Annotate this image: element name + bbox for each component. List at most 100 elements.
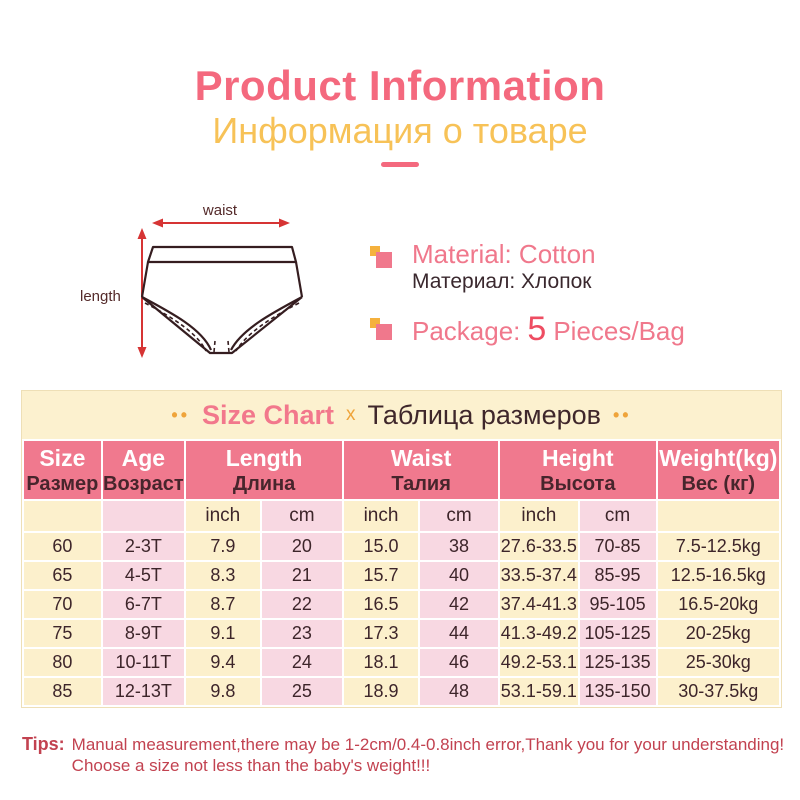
- size-cell: 8-9T: [100, 618, 186, 649]
- size-chart-title-ru: Таблица размеров: [367, 399, 601, 430]
- size-cell: 22: [259, 589, 345, 620]
- dots-icon: ••: [171, 404, 190, 425]
- column-header-size: Size Размер: [22, 439, 103, 501]
- column-header-height: Height Высота: [498, 439, 658, 501]
- size-cell: 2-3T: [100, 531, 186, 562]
- page-subtitle: Информация о товаре: [212, 110, 588, 151]
- size-cell: 85-95: [577, 560, 658, 591]
- panties-outline: [140, 245, 304, 355]
- size-cell: 15.7: [342, 560, 420, 591]
- size-cell: 20: [259, 531, 345, 562]
- unit-cell: inch: [183, 499, 262, 533]
- unit-cell: [100, 499, 186, 533]
- unit-cell: inch: [498, 499, 580, 533]
- unit-cell: cm: [417, 499, 501, 533]
- size-cell: 30-37.5kg: [655, 676, 782, 707]
- material-row: Material: Cotton Материал: Хлопок: [370, 240, 596, 294]
- size-cell: 80: [22, 647, 103, 678]
- size-cell: 135-150: [577, 676, 658, 707]
- size-cell: 60: [22, 531, 103, 562]
- unit-cell: [655, 499, 782, 533]
- size-chart-title-sep: x: [346, 404, 356, 425]
- size-cell: 24: [259, 647, 345, 678]
- tips-line-2: Choose a size not less than the baby's w…: [71, 756, 431, 775]
- size-cell: 23: [259, 618, 345, 649]
- size-cell: 8.7: [183, 589, 262, 620]
- package-unit: Pieces/Bag: [553, 316, 685, 346]
- material-text-ru: Материал: Хлопок: [412, 270, 592, 293]
- size-cell: 53.1-59.1: [498, 676, 580, 707]
- size-cell: 27.6-33.5: [498, 531, 580, 562]
- package-label: Package:: [412, 316, 521, 346]
- title-underline: [381, 162, 419, 167]
- size-cell: 10-11T: [100, 647, 186, 678]
- size-cell: 95-105: [577, 589, 658, 620]
- size-chart-title-en: Size Chart: [202, 399, 335, 430]
- column-header-age: Age Возраст: [100, 439, 186, 501]
- size-cell: 42: [417, 589, 501, 620]
- size-cell: 20-25kg: [655, 618, 782, 649]
- size-cell: 7.9: [183, 531, 262, 562]
- tips-label: Tips:: [22, 734, 65, 754]
- size-cell: 17.3: [342, 618, 420, 649]
- size-cell: 4-5T: [100, 560, 186, 591]
- material-text-en: Material: Cotton: [412, 239, 596, 269]
- size-chart-title: •• Size Chart x Таблица размеров ••: [22, 391, 781, 439]
- size-cell: 44: [417, 618, 501, 649]
- size-cell: 75: [22, 618, 103, 649]
- size-row: 75 8-9T 9.1 23 17.3 44 41.3-49.2 105-125 20-25kg: [22, 618, 782, 649]
- size-cell: 41.3-49.2: [498, 618, 580, 649]
- size-cell: 9.8: [183, 676, 262, 707]
- unit-cell: cm: [259, 499, 345, 533]
- page-title: Product Information: [194, 62, 606, 109]
- unit-cell: cm: [577, 499, 658, 533]
- size-row: 60 2-3T 7.9 20 15.0 38 27.6-33.5 70-85 7.5-12.5k…: [22, 531, 782, 562]
- package-row: Package: 5 Pieces/Bag: [370, 312, 685, 346]
- panties-diagram: [137, 218, 304, 358]
- size-cell: 12.5-16.5kg: [655, 560, 782, 591]
- size-row: 85 12-13T 9.8 25 18.9 48 53.1-59.1 135-150 30-37…: [22, 676, 782, 707]
- size-cell: 25: [259, 676, 345, 707]
- size-cell: 105-125: [577, 618, 658, 649]
- package-count: 5: [527, 310, 547, 348]
- size-row: 70 6-7T 8.7 22 16.5 42 37.4-41.3 95-105 16.5-20k…: [22, 589, 782, 620]
- squares-bullet-icon: [370, 318, 394, 342]
- unit-row: inch cm inch cm inch cm: [22, 499, 782, 533]
- size-cell: 18.1: [342, 647, 420, 678]
- size-row: 80 10-11T 9.4 24 18.1 46 49.2-53.1 125-135 25-30…: [22, 647, 782, 678]
- unit-cell: [22, 499, 103, 533]
- size-cell: 40: [417, 560, 501, 591]
- size-cell: 6-7T: [100, 589, 186, 620]
- size-cell: 49.2-53.1: [498, 647, 580, 678]
- size-cell: 70: [22, 589, 103, 620]
- size-cell: 8.3: [183, 560, 262, 591]
- waist-label: waist: [202, 202, 238, 219]
- dots-icon: ••: [612, 404, 632, 425]
- tips: Tips: Manual measurement,there may be 1-…: [22, 734, 784, 776]
- size-cell: 37.4-41.3: [498, 589, 580, 620]
- size-row: 65 4-5T 8.3 21 15.7 40 33.5-37.4 85-95 12.5-16.5…: [22, 560, 782, 591]
- size-cell: 9.1: [183, 618, 262, 649]
- size-cell: 16.5-20kg: [655, 589, 782, 620]
- column-header-waist: Waist Талия: [342, 439, 501, 501]
- column-header-length: Length Длина: [183, 439, 345, 501]
- size-table: Size Размер Age Возраст Length Длина Waist Тали…: [22, 439, 782, 707]
- panties-stitching: [144, 302, 300, 353]
- unit-cell: inch: [342, 499, 420, 533]
- waist-arrow: [152, 218, 290, 228]
- size-cell: 33.5-37.4: [498, 560, 580, 591]
- size-cell: 70-85: [577, 531, 658, 562]
- size-cell: 46: [417, 647, 501, 678]
- size-cell: 48: [417, 676, 501, 707]
- size-cell: 9.4: [183, 647, 262, 678]
- size-cell: 15.0: [342, 531, 420, 562]
- size-cell: 16.5: [342, 589, 420, 620]
- size-cell: 25-30kg: [655, 647, 782, 678]
- size-cell: 21: [259, 560, 345, 591]
- size-cell: 85: [22, 676, 103, 707]
- column-header-weightkg: Weight(kg) Вес (кг): [655, 439, 782, 501]
- size-cell: 12-13T: [100, 676, 186, 707]
- length-label: length: [80, 288, 121, 305]
- size-chart: •• Size Chart x Таблица размеров •• Size…: [21, 390, 782, 708]
